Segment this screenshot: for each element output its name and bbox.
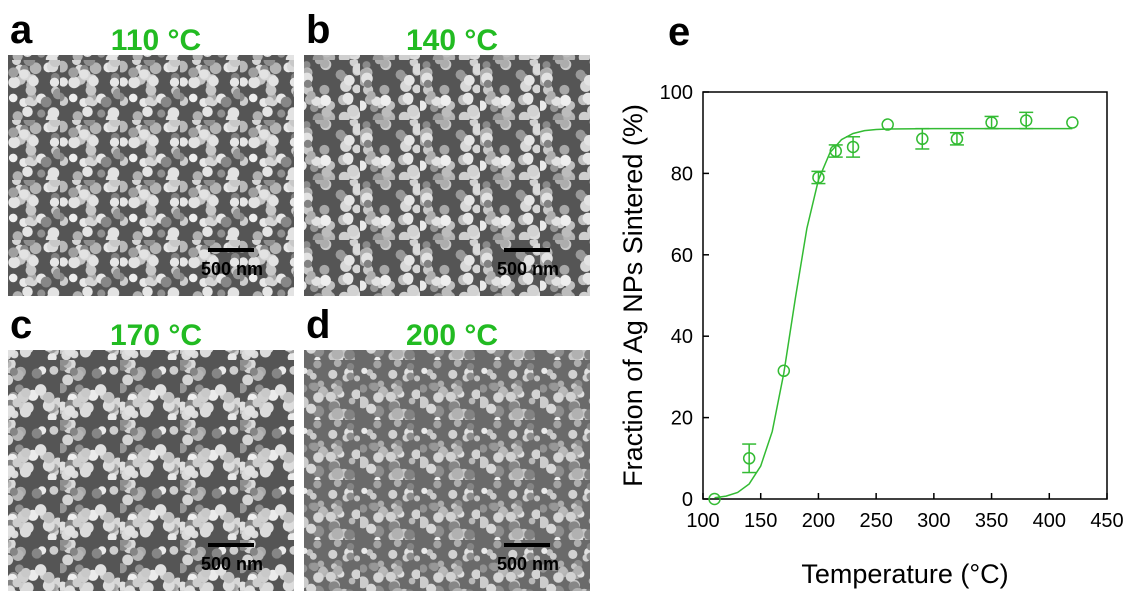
x-tick-label: 450 [1090, 510, 1123, 532]
y-tick-label: 60 [671, 245, 693, 267]
temperature-label: 170 °C [110, 319, 202, 352]
y-axis-label: Fraction of Ag NPs Sintered (%) [618, 104, 648, 487]
data-point [950, 132, 964, 146]
sem-image [8, 55, 294, 296]
x-tick-label: 200 [802, 510, 835, 532]
y-tick-label: 0 [682, 489, 693, 511]
temperature-label: 140 °C [406, 24, 498, 57]
panel-label: e [668, 10, 690, 54]
data-point [742, 452, 756, 465]
data-point [916, 132, 929, 146]
data-point [846, 140, 860, 154]
sem-image [304, 350, 590, 591]
data-point [881, 118, 894, 131]
y-tick-label: 80 [671, 163, 693, 185]
data-point [1066, 116, 1079, 129]
x-tick-label: 400 [1033, 510, 1066, 532]
x-tick-label: 250 [859, 510, 892, 532]
y-tick-label: 100 [660, 82, 693, 104]
scale-label: 500 nm [497, 554, 559, 574]
x-tick-label: 100 [686, 510, 719, 532]
scale-label: 500 nm [497, 259, 559, 279]
fit-line [714, 127, 1073, 499]
scale-label: 500 nm [201, 259, 263, 279]
temperature-label: 200 °C [406, 319, 498, 352]
y-tick-label: 40 [671, 326, 693, 348]
temperature-label: 110 °C [111, 24, 201, 57]
panel-label: b [306, 8, 330, 52]
x-tick-label: 350 [975, 510, 1008, 532]
data-point [829, 144, 842, 158]
data-point [1019, 114, 1033, 127]
sem-image [8, 350, 294, 591]
x-tick-label: 300 [917, 510, 950, 532]
y-tick-label: 20 [671, 408, 693, 430]
panel-label: d [306, 303, 330, 347]
sem-image [304, 55, 590, 296]
panel-label: a [10, 8, 33, 52]
panel-label: c [10, 303, 32, 347]
scale-label: 500 nm [201, 554, 263, 574]
data-point [708, 492, 721, 506]
data-point [985, 116, 998, 129]
plot-frame [702, 91, 1108, 500]
data-point [812, 171, 825, 184]
data-point [777, 364, 791, 378]
x-axis-label: Temperature (°C) [801, 559, 1008, 589]
x-tick-label: 150 [744, 510, 777, 532]
